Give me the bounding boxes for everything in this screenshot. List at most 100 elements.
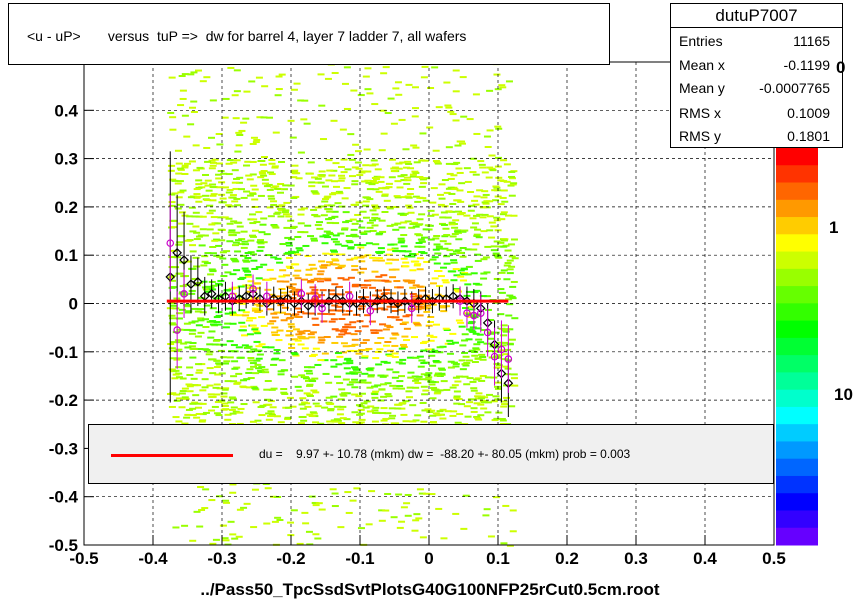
- heatmap-cell: [359, 244, 367, 247]
- heatmap-cell: [384, 382, 392, 385]
- heatmap-cell: [270, 256, 278, 259]
- heatmap-cell: [169, 357, 177, 360]
- heatmap-cell: [404, 255, 412, 258]
- heatmap-cell: [242, 259, 250, 262]
- heatmap-cell: [250, 218, 258, 221]
- heatmap-cell: [306, 394, 314, 397]
- heatmap-cell: [440, 306, 448, 309]
- heatmap-cell: [310, 239, 318, 242]
- heatmap-cell: [465, 338, 473, 341]
- heatmap-cell: [503, 278, 511, 281]
- heatmap-cell: [261, 368, 269, 371]
- heatmap-cell: [364, 314, 372, 317]
- heatmap-cell: [450, 259, 458, 262]
- heatmap-cell: [242, 269, 250, 272]
- heatmap-cell: [336, 413, 344, 416]
- heatmap-cell: [464, 283, 472, 286]
- heatmap-cell: [309, 331, 317, 334]
- heatmap-cell: [260, 116, 268, 119]
- heatmap-cell: [304, 224, 312, 227]
- heatmap-cell: [443, 255, 451, 258]
- heatmap-cell: [297, 422, 305, 425]
- heatmap-cell: [382, 417, 390, 420]
- heatmap-cell: [469, 380, 477, 383]
- heatmap-cell: [461, 339, 469, 342]
- heatmap-cell: [310, 190, 318, 193]
- heatmap-cell: [215, 323, 223, 326]
- heatmap-cell: [310, 278, 318, 281]
- heatmap-cell: [208, 209, 216, 212]
- heatmap-cell: [209, 372, 217, 375]
- heatmap-cell: [429, 364, 437, 367]
- x-axis-label: ../Pass50_TpcSsdSvtPlotsG40G100NFP25rCut…: [200, 580, 660, 599]
- heatmap-cell: [251, 198, 259, 201]
- heatmap-cell: [490, 400, 498, 403]
- heatmap-cell: [378, 187, 386, 190]
- heatmap-cell: [263, 185, 271, 188]
- heatmap-cell: [400, 179, 408, 182]
- heatmap-cell: [361, 325, 369, 328]
- x-tick-label: 0.1: [486, 549, 510, 568]
- heatmap-cell: [297, 343, 305, 346]
- heatmap-cell: [408, 255, 416, 258]
- heatmap-cell: [249, 324, 257, 327]
- heatmap-cell: [308, 415, 316, 418]
- x-tick-label: 0.5: [762, 549, 786, 568]
- heatmap-cell: [380, 72, 388, 75]
- heatmap-cell: [375, 363, 383, 366]
- heatmap-cell: [254, 310, 262, 313]
- heatmap-cell: [452, 119, 460, 122]
- heatmap-cell: [358, 260, 366, 263]
- heatmap-cell: [357, 94, 365, 97]
- heatmap-cell: [377, 247, 385, 250]
- profile-point-alt: [407, 304, 416, 313]
- heatmap-cell: [253, 138, 261, 141]
- heatmap-cell: [257, 369, 265, 372]
- palette-label-1: 1: [829, 218, 839, 237]
- palette-swatch: [776, 406, 818, 425]
- heatmap-cell: [502, 353, 510, 356]
- heatmap-cell: [490, 376, 498, 379]
- heatmap-cell: [318, 339, 326, 342]
- heatmap-cell: [464, 180, 472, 183]
- heatmap-cell: [174, 149, 182, 152]
- heatmap-cell: [185, 383, 193, 386]
- y-tick-label: 0.1: [54, 246, 78, 265]
- heatmap-cell: [443, 328, 451, 331]
- heatmap-cell: [310, 389, 318, 392]
- heatmap-cell: [327, 402, 335, 405]
- heatmap-cell: [359, 267, 367, 270]
- heatmap-cell: [503, 396, 511, 399]
- heatmap-cell: [175, 357, 183, 360]
- profile-point: [179, 255, 189, 265]
- heatmap-cell: [191, 320, 199, 323]
- palette-swatch: [776, 475, 818, 494]
- heatmap-cell: [332, 263, 340, 266]
- heatmap-cell: [451, 163, 459, 166]
- heatmap-cell: [491, 419, 499, 422]
- heatmap-cell: [372, 205, 380, 208]
- heatmap-cell: [375, 257, 383, 260]
- heatmap-cell: [300, 118, 308, 121]
- heatmap-cell: [168, 279, 176, 282]
- heatmap-cell: [320, 264, 328, 267]
- heatmap-cell: [188, 289, 196, 292]
- heatmap-cell: [278, 209, 286, 212]
- heatmap-cell: [175, 348, 183, 351]
- heatmap-cell: [392, 268, 400, 271]
- heatmap-cell: [351, 372, 359, 375]
- heatmap-cell: [404, 514, 412, 517]
- heatmap-cell: [350, 89, 358, 92]
- heatmap-cell: [294, 269, 302, 272]
- heatmap-cell: [449, 113, 457, 116]
- heatmap-cell: [499, 344, 507, 347]
- heatmap-cell: [258, 231, 266, 234]
- heatmap-cell: [386, 316, 394, 319]
- heatmap-cell: [233, 69, 241, 72]
- heatmap-cell: [175, 376, 183, 379]
- heatmap-cell: [419, 305, 427, 308]
- heatmap-cell: [330, 192, 338, 195]
- heatmap-cell: [414, 308, 422, 311]
- heatmap-cell: [456, 213, 464, 216]
- heatmap-cell: [278, 275, 286, 278]
